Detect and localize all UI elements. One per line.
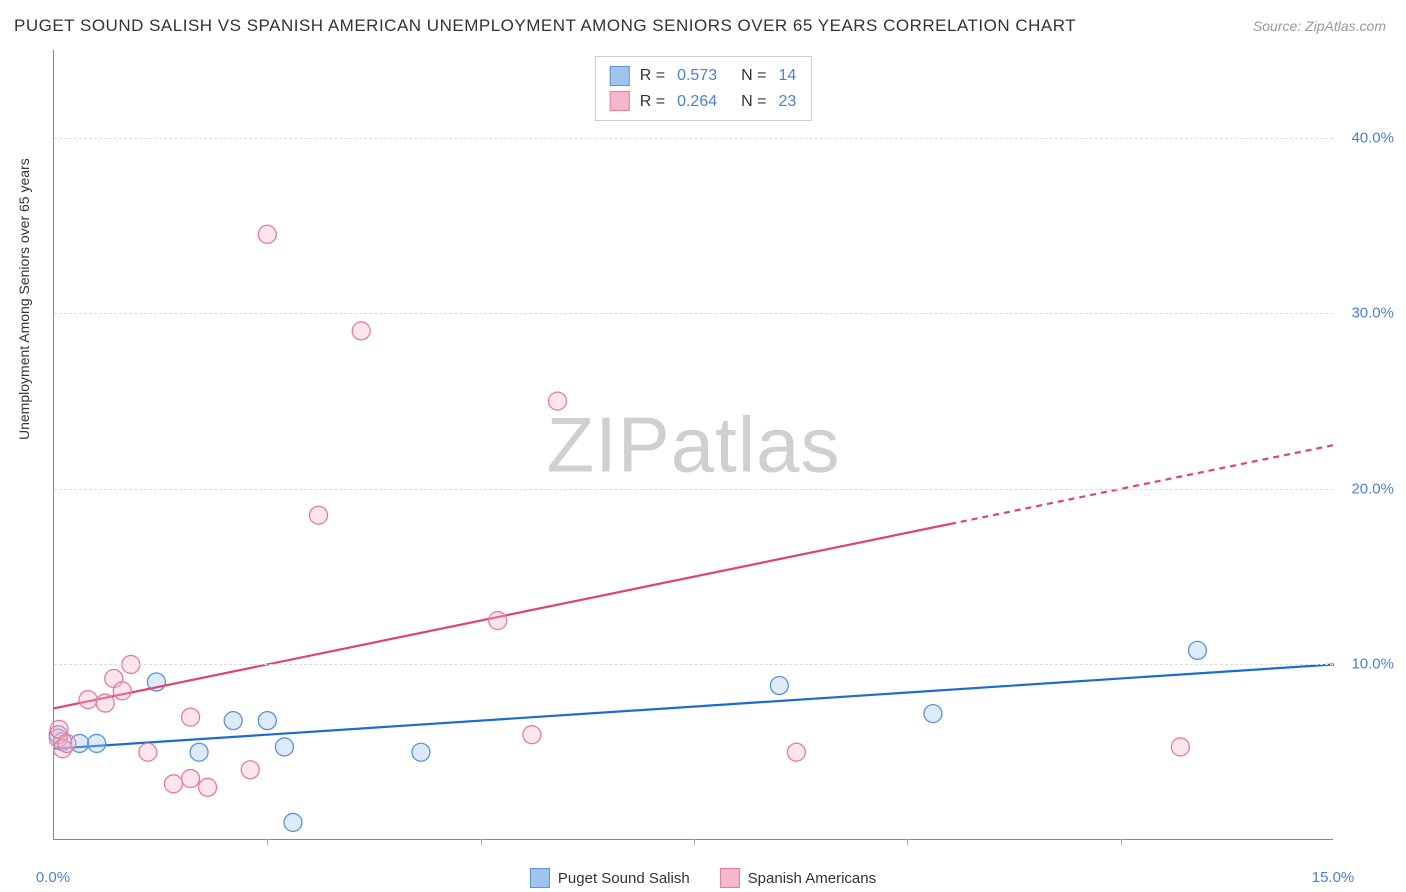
data-point [224, 712, 242, 730]
data-point [241, 761, 259, 779]
data-point [113, 682, 131, 700]
data-point [1188, 641, 1206, 659]
legend-series-item: Spanish Americans [720, 868, 876, 888]
x-tick-label: 15.0% [1312, 869, 1355, 886]
r-label: R = [640, 89, 665, 115]
legend-series-item: Puget Sound Salish [530, 868, 690, 888]
data-point [770, 677, 788, 695]
gridline-h [54, 138, 1333, 139]
plot-area: ZIPatlas [53, 50, 1333, 840]
gridline-h [54, 489, 1333, 490]
n-label: N = [741, 89, 766, 115]
x-minor-tick [907, 839, 908, 845]
data-point [199, 778, 217, 796]
y-tick-label: 20.0% [1351, 480, 1394, 497]
correlation-chart: PUGET SOUND SALISH VS SPANISH AMERICAN U… [0, 0, 1406, 892]
legend-correlation-row: R = 0.573 N = 14 [610, 63, 797, 89]
legend-correlation-row: R = 0.264 N = 23 [610, 89, 797, 115]
data-point [284, 813, 302, 831]
legend-series: Puget Sound Salish Spanish Americans [530, 868, 876, 888]
n-value: 23 [778, 89, 796, 115]
data-point [352, 322, 370, 340]
data-point [275, 738, 293, 756]
data-point [182, 708, 200, 726]
data-point [489, 612, 507, 630]
chart-source: Source: ZipAtlas.com [1253, 18, 1386, 34]
data-point [182, 770, 200, 788]
data-point [787, 743, 805, 761]
n-label: N = [741, 63, 766, 89]
data-point [310, 506, 328, 524]
y-axis-label: Unemployment Among Seniors over 65 years [16, 158, 32, 440]
legend-swatch [530, 868, 550, 888]
legend-correlation: R = 0.573 N = 14 R = 0.264 N = 23 [595, 56, 812, 121]
x-minor-tick [267, 839, 268, 845]
data-point [79, 691, 97, 709]
data-point [548, 392, 566, 410]
legend-swatch [610, 66, 630, 86]
legend-swatch [610, 91, 630, 111]
x-tick-label: 0.0% [36, 869, 70, 886]
x-minor-tick [1121, 839, 1122, 845]
data-point [58, 734, 76, 752]
gridline-h [54, 313, 1333, 314]
r-value: 0.264 [677, 89, 717, 115]
r-label: R = [640, 63, 665, 89]
data-point [164, 775, 182, 793]
y-tick-label: 40.0% [1351, 129, 1394, 146]
regression-line [54, 664, 1334, 748]
n-value: 14 [778, 63, 796, 89]
data-point [96, 694, 114, 712]
data-point [412, 743, 430, 761]
data-point [258, 225, 276, 243]
data-point [523, 726, 541, 744]
y-tick-label: 10.0% [1351, 656, 1394, 673]
gridline-h [54, 664, 1333, 665]
data-point [139, 743, 157, 761]
y-tick-label: 30.0% [1351, 305, 1394, 322]
legend-series-label: Spanish Americans [748, 870, 876, 887]
legend-swatch [720, 868, 740, 888]
data-point [258, 712, 276, 730]
x-minor-tick [694, 839, 695, 845]
regression-line-dashed [950, 445, 1334, 524]
data-point [1171, 738, 1189, 756]
x-minor-tick [481, 839, 482, 845]
data-point [924, 705, 942, 723]
data-point [190, 743, 208, 761]
data-point [88, 734, 106, 752]
r-value: 0.573 [677, 63, 717, 89]
chart-title: PUGET SOUND SALISH VS SPANISH AMERICAN U… [14, 16, 1076, 36]
plot-svg [54, 50, 1333, 839]
legend-series-label: Puget Sound Salish [558, 870, 690, 887]
